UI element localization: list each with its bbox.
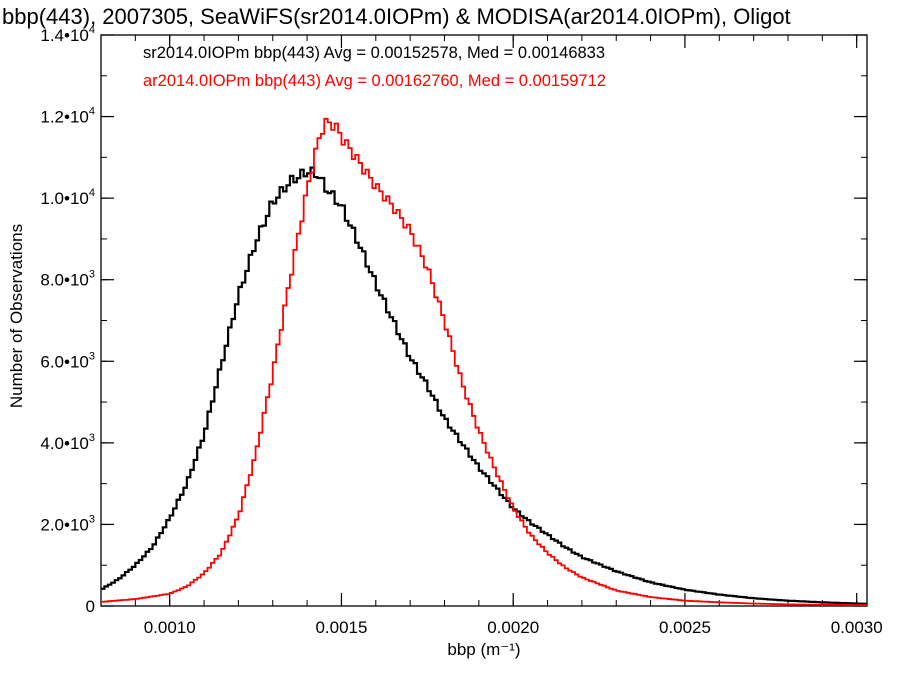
series-layer — [101, 117, 867, 607]
x-tick-label: 0.0030 — [831, 618, 883, 637]
y-tick-label: 0 — [86, 597, 95, 616]
y-tick-mantissa: 0 — [86, 597, 95, 616]
y-tick-label: 4.0•103 — [40, 432, 95, 453]
series-sr2014-histogram — [101, 166, 867, 605]
legend-entry: sr2014.0IOPm bbp(443) Avg = 0.00152578, … — [143, 44, 605, 62]
series-ar2014-histogram — [101, 117, 867, 607]
x-axis-ticks: 0.0010 0.0015 0.0020 0.0025 0.0030 — [100, 35, 883, 637]
y-tick-label: 8.0•103 — [40, 269, 95, 290]
y-tick-mantissa: 6.0•10 — [40, 352, 89, 371]
y-tick-mantissa: 4.0•10 — [40, 434, 89, 453]
y-tick-label: 1.4•104 — [40, 24, 95, 45]
x-tick-label: 0.0015 — [315, 618, 367, 637]
y-tick-label: 2.0•103 — [40, 513, 95, 534]
y-tick-exponent: 4 — [89, 187, 95, 199]
y-tick-label: 1.2•104 — [40, 106, 95, 127]
y-axis-label: Number of Observations — [7, 224, 26, 408]
y-tick-mantissa: 1.2•10 — [40, 108, 89, 127]
y-tick-exponent: 3 — [89, 269, 95, 281]
y-tick-mantissa: 8.0•10 — [40, 271, 89, 290]
chart-title: bbp(443), 2007305, SeaWiFS(sr2014.0IOPm)… — [2, 4, 791, 29]
y-tick-mantissa: 2.0•10 — [40, 515, 89, 534]
y-axis-ticks: 02.0•1034.0•1036.0•1038.0•1031.0•1041.2•… — [40, 24, 867, 616]
x-tick-label: 0.0025 — [659, 618, 711, 637]
legend: sr2014.0IOPm bbp(443) Avg = 0.00152578, … — [143, 44, 606, 90]
x-axis-label: bbp (m⁻¹) — [447, 640, 520, 659]
y-tick-mantissa: 1.0•10 — [40, 189, 89, 208]
y-tick-label: 1.0•104 — [40, 187, 95, 208]
y-tick-exponent: 3 — [89, 513, 95, 525]
y-tick-mantissa: 1.4•10 — [40, 26, 89, 45]
x-tick-label: 0.0010 — [144, 618, 196, 637]
y-tick-exponent: 3 — [89, 432, 95, 444]
y-tick-exponent: 4 — [89, 24, 95, 36]
y-tick-exponent: 4 — [89, 106, 95, 118]
x-tick-label: 0.0020 — [487, 618, 539, 637]
y-tick-label: 6.0•103 — [40, 350, 95, 371]
legend-entry: ar2014.0IOPm bbp(443) Avg = 0.00162760, … — [143, 72, 606, 90]
plot-frame — [100, 34, 868, 607]
y-tick-exponent: 3 — [89, 350, 95, 362]
